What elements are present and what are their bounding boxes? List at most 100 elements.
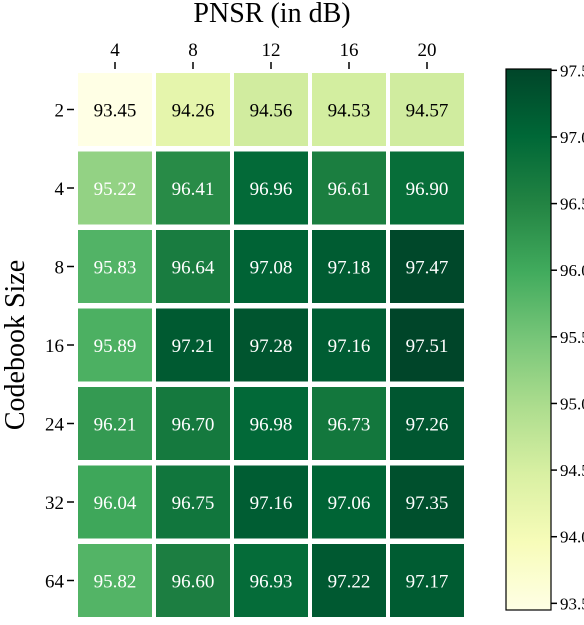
heatmap-cell (390, 230, 464, 303)
heatmap-cells: 93.45 94.26 94.56 94.53 94.57 95.22 96.41 96.96… (78, 73, 464, 617)
y-axis-title: Codebook Size (0, 260, 31, 430)
colorbar-tick-label: 95.5 (560, 328, 584, 347)
heatmap-cell (156, 387, 230, 460)
heatmap-cell (234, 465, 308, 539)
y-tick-label: 2 (55, 101, 65, 122)
y-tick-label: 4 (55, 179, 65, 200)
heatmap-cell (312, 151, 386, 225)
heatmap-cell (390, 465, 464, 539)
cell-value-label: 96.90 (406, 179, 449, 200)
heatmap-cell (78, 151, 152, 225)
heatmap-cell (78, 387, 152, 460)
colorbar-tick-label: 95.0 (560, 394, 584, 413)
x-tick-label: 4 (110, 40, 120, 61)
heatmap-cell (390, 73, 464, 146)
heatmap-cell (78, 308, 152, 382)
heatmap-cell (234, 387, 308, 460)
heatmap-cell (234, 544, 308, 617)
x-axis-title: PNSR (in dB) (193, 0, 350, 29)
cell-value-label: 97.26 (406, 415, 449, 436)
cell-value-label: 94.53 (328, 101, 371, 122)
cell-value-label: 97.47 (406, 258, 449, 279)
heatmap-cell (156, 544, 230, 617)
cell-value-label: 95.22 (94, 179, 137, 200)
heatmap-cell (390, 544, 464, 617)
cell-value-label: 95.83 (94, 258, 137, 279)
heatmap-cell (312, 308, 386, 382)
y-tick-label: 24 (45, 415, 65, 436)
cell-value-label: 97.16 (250, 493, 293, 514)
x-tick-label: 12 (262, 40, 281, 61)
heatmap-cell (234, 230, 308, 303)
cell-value-label: 97.22 (328, 572, 371, 593)
y-tick-label: 8 (55, 258, 65, 279)
colorbar-tick-label: 97.5 (560, 61, 584, 80)
colorbar-tick-label: 94.0 (560, 528, 584, 547)
x-tick-label: 16 (340, 40, 359, 61)
heatmap-cell (390, 387, 464, 460)
cell-value-label: 96.61 (328, 179, 371, 200)
heatmap-cell (78, 230, 152, 303)
cell-value-label: 96.21 (94, 415, 137, 436)
cell-value-label: 95.82 (94, 572, 137, 593)
cell-value-label: 96.75 (172, 493, 215, 514)
colorbar-gradient (505, 68, 552, 611)
x-axis-ticks: 4 8 12 16 20 (110, 40, 437, 69)
heatmap-cell (156, 151, 230, 225)
heatmap-cell (390, 308, 464, 382)
colorbar-tick-label: 94.5 (560, 461, 584, 480)
heatmap-cell (234, 308, 308, 382)
cell-value-label: 96.41 (172, 179, 215, 200)
colorbar-tick-label: 97.0 (560, 128, 584, 147)
x-tick-label: 20 (418, 40, 437, 61)
heatmap-cell (312, 465, 386, 539)
heatmap-cell (312, 387, 386, 460)
cell-value-label: 97.51 (406, 336, 449, 357)
colorbar-tick-label: 96.5 (560, 195, 584, 214)
cell-value-label: 97.18 (328, 258, 371, 279)
heatmap-cell (312, 73, 386, 146)
cell-value-label: 97.21 (172, 336, 215, 357)
cell-value-label: 96.96 (250, 179, 293, 200)
colorbar-tick-label: 93.5 (560, 594, 584, 613)
colorbar-tick-label: 96.0 (560, 261, 584, 280)
heatmap-cell (312, 230, 386, 303)
cell-value-label: 95.89 (94, 336, 137, 357)
heatmap-cell (312, 544, 386, 617)
colorbar: 93.5 94.0 94.5 95.0 95.5 96.0 96.5 97.0 97.5 (505, 61, 584, 613)
heatmap-cell (78, 465, 152, 539)
x-tick-label: 8 (188, 40, 198, 61)
cell-value-label: 93.45 (94, 101, 137, 122)
cell-value-label: 94.26 (172, 101, 215, 122)
cell-value-label: 96.70 (172, 415, 215, 436)
cell-value-label: 97.06 (328, 493, 371, 514)
cell-value-label: 97.28 (250, 336, 293, 357)
cell-value-label: 96.73 (328, 415, 371, 436)
heatmap-cell (234, 73, 308, 146)
heatmap-cell (156, 73, 230, 146)
cell-value-label: 96.64 (172, 258, 215, 279)
heatmap-cell (156, 308, 230, 382)
cell-value-label: 97.08 (250, 258, 293, 279)
cell-value-label: 94.56 (250, 101, 293, 122)
y-tick-label: 32 (45, 493, 64, 514)
heatmap-cell (78, 544, 152, 617)
cell-value-label: 96.04 (94, 493, 137, 514)
heatmap-cell (234, 151, 308, 225)
heatmap-cell (390, 151, 464, 225)
cell-value-label: 96.60 (172, 572, 215, 593)
heatmap-cell (156, 230, 230, 303)
y-tick-label: 64 (45, 572, 65, 593)
heatmap-cell (156, 465, 230, 539)
heatmap-cell (78, 73, 152, 146)
cell-value-label: 97.17 (406, 572, 449, 593)
cell-value-label: 96.98 (250, 415, 293, 436)
cell-value-label: 97.35 (406, 493, 449, 514)
y-tick-label: 16 (45, 336, 64, 357)
cell-value-label: 97.16 (328, 336, 371, 357)
cell-value-label: 96.93 (250, 572, 293, 593)
cell-value-label: 94.57 (406, 101, 449, 122)
